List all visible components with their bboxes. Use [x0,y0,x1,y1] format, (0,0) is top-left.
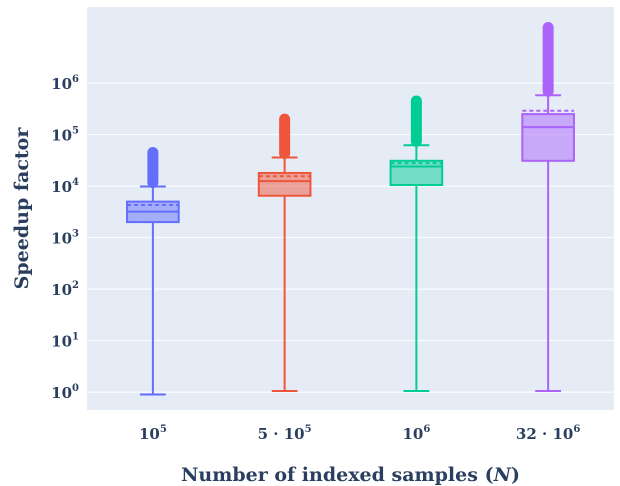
x-axis-ticks: 105 5 · 105 106 32 · 106 [139,424,580,443]
box-group [521,21,575,393]
x-tick-label: 106 [402,424,430,443]
x-tick-exponent: 6 [423,424,430,435]
x-tick-exponent: 5 [160,424,167,435]
box-series [126,21,575,396]
x-tick-label: 32 · 106 [516,424,580,443]
y-tick-exponent: 5 [72,126,79,137]
y-tick-label: 106 [51,74,79,93]
y-tick-base: 10 [51,384,72,402]
x-tick-base: 10 [139,425,160,443]
y-tick-base: 10 [51,75,72,93]
y-tick-label: 104 [51,177,79,196]
y-tick-exponent: 4 [72,177,79,188]
y-tick-label: 103 [51,229,79,248]
iqr-box [389,159,444,187]
y-tick-base: 10 [51,178,72,196]
x-axis-title-paren-open: ( [485,464,494,486]
y-tick-base: 10 [51,230,72,248]
y-axis-title: Speedup factor [11,127,33,290]
x-axis-title-paren-close: ) [511,464,520,486]
x-tick-base: 32 · 10 [516,425,573,443]
y-tick-label: 101 [51,332,79,351]
x-tick-base: 5 · 10 [258,425,305,443]
x-axis-title: Number of indexed samples (N) [181,464,520,486]
y-tick-exponent: 3 [72,229,79,240]
y-tick-exponent: 2 [72,280,79,291]
x-tick-exponent: 6 [573,424,580,435]
y-tick-base: 10 [51,281,72,299]
y-tick-label: 102 [51,280,79,299]
y-tick-exponent: 6 [72,74,79,85]
x-axis-title-text: Number of indexed samples [181,464,478,486]
x-tick-base: 10 [402,425,423,443]
x-tick-label: 105 [139,424,167,443]
y-tick-label: 100 [51,383,79,402]
y-tick-base: 10 [51,127,72,145]
x-tick-label: 5 · 105 [258,424,312,443]
y-tick-label: 105 [51,126,79,145]
x-tick-exponent: 5 [305,424,312,435]
box-group [257,113,312,393]
box-group [389,95,444,393]
iqr-box [521,113,575,162]
x-axis-title-var: N [493,464,512,486]
y-tick-exponent: 1 [72,332,79,343]
iqr-box [257,171,312,197]
y-tick-base: 10 [51,333,72,351]
box-group [126,146,180,396]
y-tick-exponent: 0 [72,383,79,394]
